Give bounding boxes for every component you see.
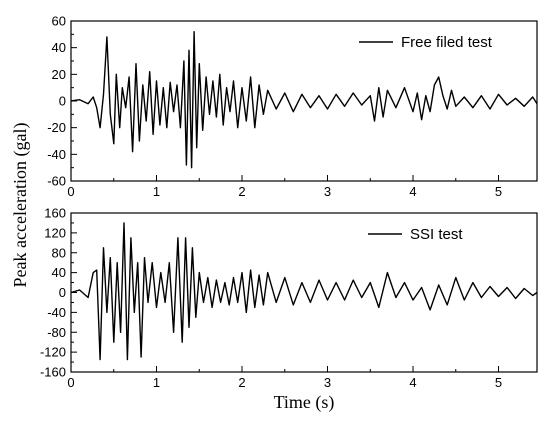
ssi-y-tick-label: -80 [47, 325, 66, 340]
ssi-y-tick-label: 0 [59, 285, 66, 300]
free-field-x-tick-label: 4 [409, 184, 416, 199]
free-field-y-tick-label: -20 [47, 120, 66, 135]
ssi-x-tick-label: 4 [409, 375, 416, 390]
ssi-legend-label: SSI test [410, 226, 463, 243]
free-field-panel: 0 1 2 3 4 5 -60 -40 -20 0 20 40 60 Free filed test [47, 14, 538, 200]
free-field-axes: 0 1 2 3 4 5 -60 -40 -20 0 20 40 60 [47, 14, 502, 200]
ssi-x-tick-label: 5 [495, 375, 502, 390]
ssi-y-tick-label: 160 [44, 206, 66, 221]
ssi-plot-frame [70, 212, 538, 373]
ssi-y-tick-label: -40 [47, 305, 66, 320]
ssi-x-tick-label: 0 [67, 375, 74, 390]
ssi-panel: 0 1 2 3 4 5 -160 -120 -80 -40 0 40 80 120 160 SSI test [40, 206, 538, 391]
free-field-x-tick-label: 0 [67, 184, 74, 199]
ssi-series-line [70, 222, 538, 361]
free-field-x-tick-label: 1 [153, 184, 160, 199]
free-field-y-tick-label: 20 [52, 67, 66, 82]
free-field-y-tick-label: -60 [47, 174, 66, 189]
free-field-legend: Free filed test [359, 34, 493, 51]
x-axis-title: Time (s) [274, 392, 335, 413]
ssi-y-tick-label: -160 [40, 365, 66, 380]
ssi-y-tick-label: 40 [52, 265, 66, 280]
free-field-x-tick-label: 2 [238, 184, 245, 199]
y-axis-title: Peak acceleration (gal) [10, 123, 31, 288]
free-field-x-tick-label: 3 [324, 184, 331, 199]
ssi-x-tick-label: 1 [153, 375, 160, 390]
ssi-y-tick-label: 80 [52, 245, 66, 260]
ssi-y-tick-label: 120 [44, 225, 66, 240]
free-field-series-line [70, 31, 538, 169]
free-field-y-tick-label: -40 [47, 147, 66, 162]
free-field-plot-frame [70, 20, 538, 182]
ssi-legend: SSI test [368, 226, 463, 243]
ssi-x-tick-label: 3 [324, 375, 331, 390]
free-field-y-tick-label: 0 [59, 94, 66, 109]
free-field-y-tick-label: 60 [52, 14, 66, 29]
ssi-y-tick-label: -120 [40, 345, 66, 360]
free-field-y-tick-label: 40 [52, 40, 66, 55]
ssi-axes: 0 1 2 3 4 5 -160 -120 -80 -40 0 40 80 120 160 [40, 206, 502, 391]
ssi-x-tick-label: 2 [238, 375, 245, 390]
free-field-x-tick-label: 5 [495, 184, 502, 199]
free-field-legend-label: Free filed test [401, 34, 493, 51]
